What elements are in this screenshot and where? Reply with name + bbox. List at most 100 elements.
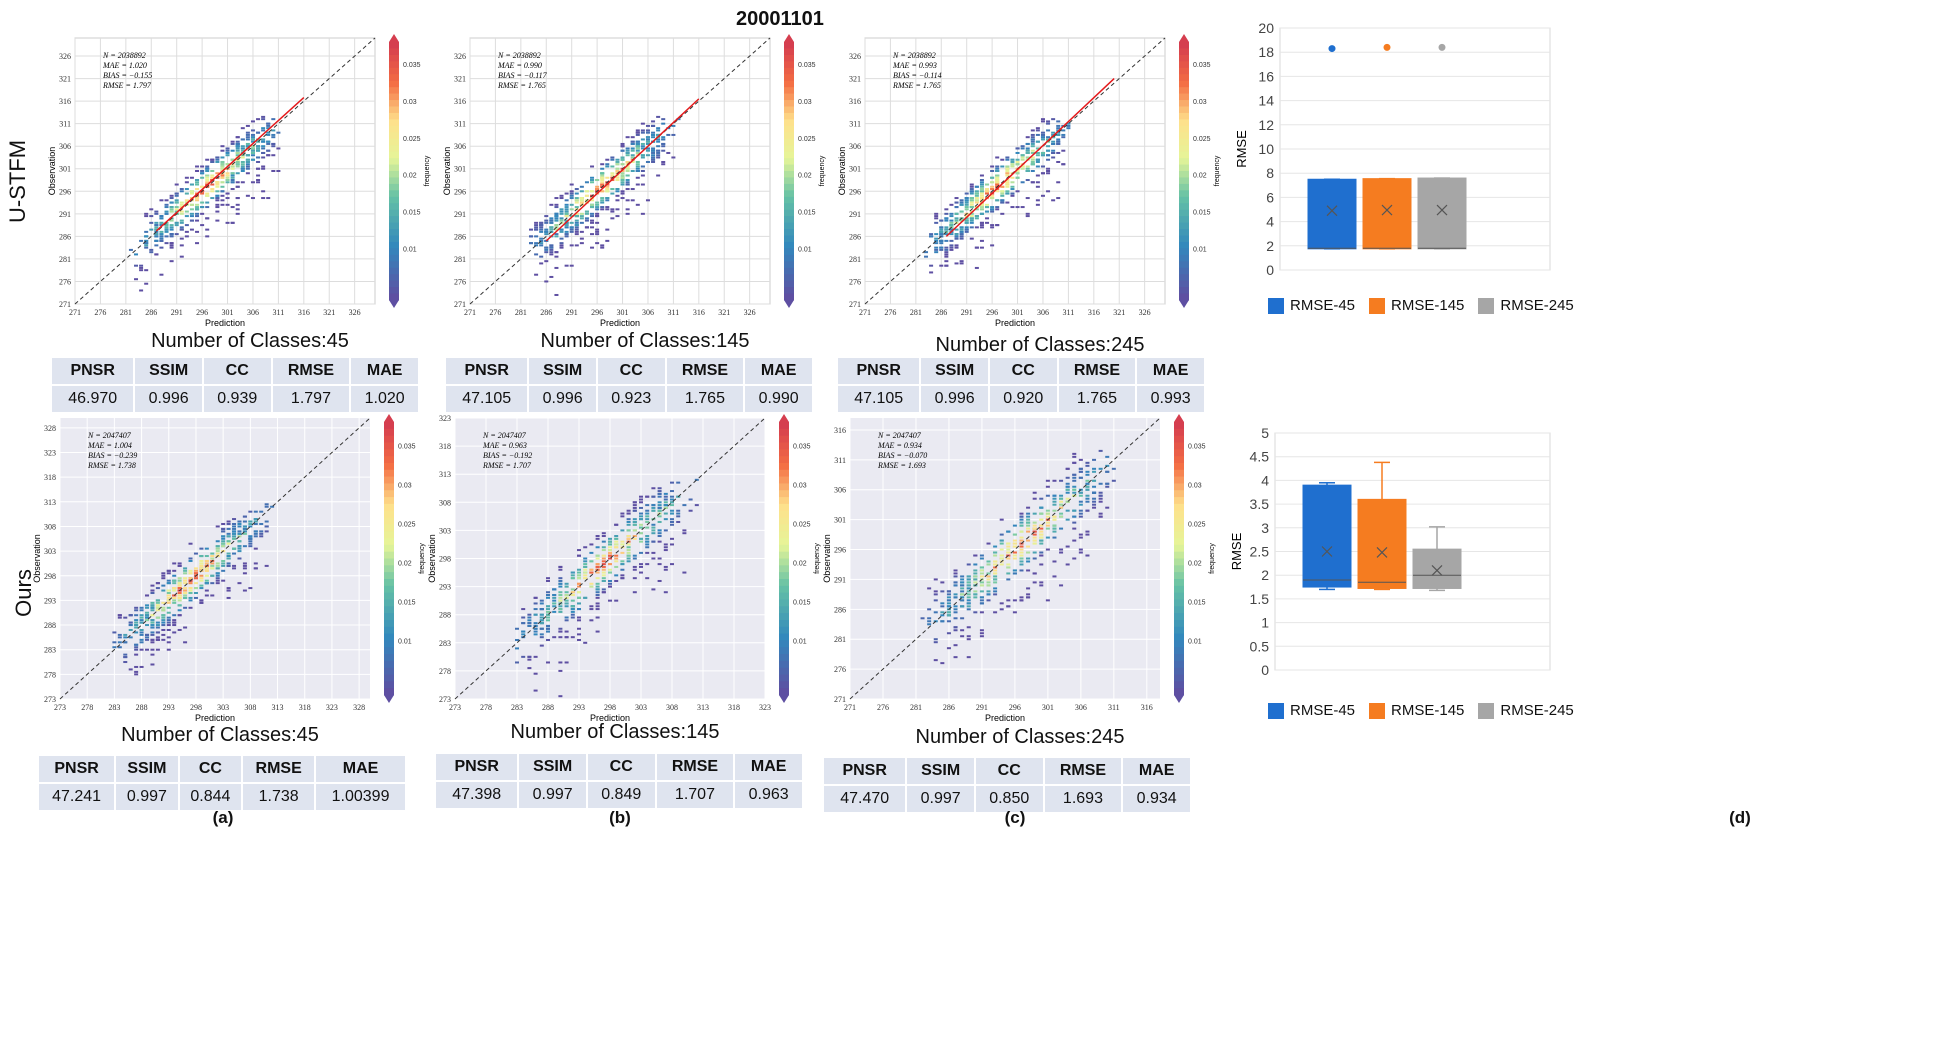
data-point: [149, 251, 154, 254]
data-point: [1098, 500, 1103, 503]
data-point: [539, 636, 544, 639]
data-point: [620, 563, 625, 566]
data-point: [966, 605, 971, 608]
data-point: [595, 208, 600, 211]
data-point: [601, 560, 606, 563]
data-point: [639, 512, 643, 515]
data-point: [1111, 467, 1116, 470]
y-tick-label: 301: [834, 516, 846, 525]
colorbar-segment: [1174, 640, 1184, 648]
panel-label-d: (d): [1729, 808, 1751, 827]
data-point: [979, 174, 984, 177]
colorbar-segment: [389, 229, 399, 236]
data-point: [620, 512, 625, 515]
data-point: [670, 495, 674, 498]
data-point: [657, 529, 662, 532]
data-point: [954, 262, 959, 265]
data-point: [521, 616, 526, 619]
x-tick-label: 316: [1141, 703, 1153, 712]
data-point: [226, 562, 231, 565]
data-point: [174, 208, 179, 211]
data-point: [651, 131, 656, 134]
data-point: [986, 590, 991, 593]
colorbar-segment: [389, 248, 399, 256]
data-point: [610, 165, 615, 168]
data-point: [979, 572, 984, 575]
data-point: [570, 588, 575, 591]
data-point: [205, 158, 210, 161]
data-point: [934, 212, 939, 215]
data-point: [663, 549, 668, 552]
data-point: [159, 246, 164, 249]
data-point: [150, 604, 155, 607]
data-point: [166, 616, 171, 619]
colorbar-tick: 0.02: [798, 173, 812, 180]
y-tick-label: 8: [1266, 165, 1274, 181]
x-tick-label: 296: [986, 308, 998, 317]
colorbar-segment: [389, 267, 399, 275]
data-point: [539, 224, 544, 227]
data-point: [128, 636, 133, 639]
data-point: [240, 149, 245, 152]
data-point: [990, 194, 995, 197]
data-point: [608, 551, 612, 554]
data-point: [645, 526, 650, 529]
colorbar-segment: [1174, 606, 1184, 614]
data-point: [564, 619, 569, 622]
data-point: [1056, 160, 1061, 163]
data-point: [595, 596, 600, 599]
data-point: [663, 492, 668, 495]
data-point: [1026, 593, 1031, 596]
data-point: [630, 140, 635, 143]
data-point: [1056, 120, 1061, 123]
data-point: [620, 192, 625, 195]
data-point: [145, 616, 150, 619]
data-point: [1030, 160, 1035, 163]
colorbar-segment: [784, 112, 794, 120]
data-point: [939, 233, 944, 236]
data-point: [237, 540, 242, 543]
data-point: [1052, 560, 1057, 563]
data-point: [577, 602, 581, 605]
data-point: [620, 142, 625, 145]
data-point: [645, 551, 650, 554]
data-point: [953, 596, 958, 599]
colorbar-segment: [784, 287, 794, 295]
data-point: [966, 581, 971, 584]
data-point: [583, 557, 588, 560]
stats-text: MAE = 0.993: [892, 61, 937, 70]
metrics-table-ustfm-45: PNSR SSIM CC RMSE MAE 46.970 0.996 0.939 1.797 1…: [50, 356, 420, 414]
x-tick-label: 326: [1139, 308, 1151, 317]
data-point: [112, 631, 117, 634]
data-point: [534, 226, 539, 229]
data-point: [539, 633, 544, 636]
colorbar-segment: [1174, 688, 1184, 696]
data-point: [676, 509, 681, 512]
data-point: [944, 226, 949, 229]
colorbar-segment: [384, 503, 394, 512]
data-point: [577, 619, 581, 622]
data-point: [1056, 138, 1061, 141]
data-point: [1012, 545, 1017, 548]
stats-text: MAE = 0.963: [482, 441, 527, 450]
data-point: [605, 188, 610, 191]
data-point: [1035, 181, 1040, 184]
data-point: [1025, 215, 1030, 218]
data-point: [1020, 145, 1025, 148]
data-point: [639, 537, 643, 540]
data-point: [184, 199, 189, 202]
colorbar-segment: [784, 67, 794, 75]
data-point: [620, 172, 625, 175]
data-point: [979, 192, 984, 195]
data-point: [614, 579, 619, 582]
data-point: [993, 590, 998, 593]
data-point: [533, 689, 538, 692]
data-point: [601, 540, 606, 543]
data-point: [577, 616, 581, 619]
data-point: [189, 190, 194, 193]
data-point: [199, 584, 204, 587]
data-point: [934, 248, 939, 251]
colorbar-segment: [389, 74, 399, 82]
data-point: [564, 602, 569, 605]
data-point: [155, 604, 160, 607]
